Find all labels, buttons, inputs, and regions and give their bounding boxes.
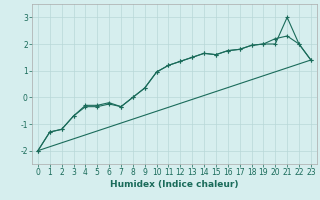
X-axis label: Humidex (Indice chaleur): Humidex (Indice chaleur): [110, 180, 239, 189]
